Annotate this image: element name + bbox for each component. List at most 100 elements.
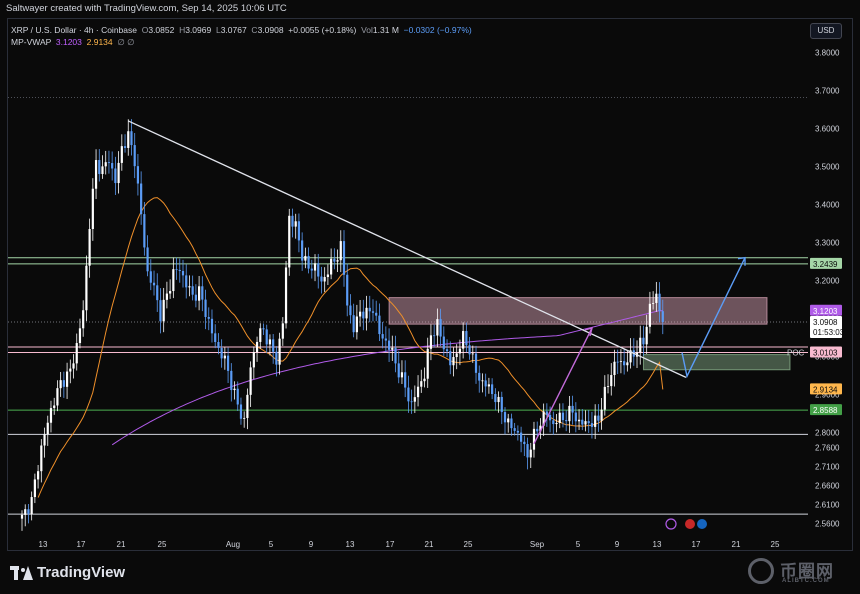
candle-body: [429, 335, 433, 349]
candle: [626, 350, 629, 372]
candle-body: [439, 319, 442, 337]
volume-label: Vol: [361, 25, 373, 35]
candle: [88, 218, 91, 278]
candle-body: [278, 338, 281, 365]
candle-body: [297, 221, 301, 241]
candle: [275, 346, 278, 377]
watermark-icon: [748, 558, 774, 584]
candle: [539, 418, 542, 439]
candle: [503, 407, 507, 435]
candle-body: [613, 361, 616, 376]
candle: [185, 264, 188, 299]
candle: [619, 349, 623, 374]
candle-body: [75, 343, 78, 364]
change-value: +0.0055 (+0.18%): [288, 25, 357, 35]
currency-button[interactable]: USD: [810, 23, 842, 39]
candle: [529, 442, 532, 468]
x-tick-label: 25: [464, 540, 473, 549]
candle-body: [629, 350, 632, 363]
candle: [652, 291, 655, 310]
candle: [330, 248, 333, 280]
candle: [146, 235, 149, 277]
candle-body: [226, 355, 230, 371]
resistance-zone: [388, 297, 768, 325]
candle-body: [91, 188, 94, 229]
candle: [387, 328, 391, 362]
candle: [284, 260, 288, 329]
candle-body: [606, 386, 610, 387]
candle-body: [43, 434, 46, 446]
candle: [526, 437, 529, 470]
candle-body: [255, 341, 259, 353]
candle-body: [342, 241, 346, 275]
candle: [268, 334, 272, 356]
candle-body: [246, 394, 249, 418]
y-tick-label: 3.3000: [815, 239, 840, 248]
candle: [43, 427, 46, 458]
candle-body: [46, 422, 49, 435]
candle: [516, 425, 519, 441]
candle-body: [165, 293, 168, 300]
candle: [436, 308, 439, 348]
x-tick-label: 13: [346, 540, 355, 549]
candle: [442, 326, 445, 356]
candle-body: [294, 221, 297, 227]
candle: [69, 359, 72, 384]
candle-body: [526, 444, 529, 458]
candle-body: [590, 423, 594, 427]
candle-body: [65, 371, 69, 387]
candle-body: [355, 316, 358, 333]
candle-body: [159, 300, 162, 322]
candle-body: [371, 311, 375, 313]
candle: [159, 288, 162, 334]
candle: [156, 273, 159, 312]
candle-body: [185, 275, 188, 288]
candle: [30, 491, 33, 521]
candle: [255, 336, 259, 362]
candle: [606, 374, 610, 394]
candle: [114, 156, 117, 195]
price-label: 3.0908: [813, 318, 838, 327]
indicator-name[interactable]: MP-VWAP: [11, 37, 52, 47]
y-tick-label: 2.8000: [815, 428, 840, 437]
candle: [265, 324, 268, 354]
candle-body: [217, 342, 220, 348]
candle-body: [268, 339, 272, 345]
watermark-subtext: ALIBTC.COM: [782, 578, 830, 584]
event-flag-icon: [697, 519, 707, 529]
candle: [658, 282, 661, 323]
candle: [375, 300, 378, 322]
candle: [297, 213, 301, 253]
candle-body: [507, 418, 510, 423]
candle-body: [571, 405, 574, 413]
candle-body: [491, 384, 494, 395]
candle: [272, 334, 275, 364]
high-label: H: [179, 25, 186, 35]
candle-body: [98, 160, 101, 175]
x-tick-label: 25: [158, 540, 167, 549]
footer: [0, 552, 860, 594]
candle: [397, 351, 400, 384]
candle: [381, 321, 384, 349]
candle-body: [462, 331, 465, 349]
volume-value: 1.31 M: [372, 25, 399, 35]
candle: [645, 314, 648, 354]
candle: [288, 208, 291, 276]
candle: [333, 248, 336, 270]
candle-body: [317, 263, 320, 277]
candle: [558, 403, 561, 429]
candle-body: [53, 405, 56, 409]
candle: [101, 155, 104, 179]
candle-body: [162, 299, 165, 322]
candle: [317, 253, 320, 289]
poc-label: POC: [787, 349, 805, 358]
candle: [474, 345, 478, 384]
candle-body: [156, 285, 159, 301]
tradingview-logo[interactable]: TradingView: [10, 564, 125, 581]
candle-body: [339, 241, 342, 261]
candle-body: [191, 286, 194, 295]
candle: [349, 294, 352, 324]
candle: [107, 150, 111, 174]
symbol-name[interactable]: XRP / U.S. Dollar · 4h · Coinbase: [11, 25, 137, 35]
